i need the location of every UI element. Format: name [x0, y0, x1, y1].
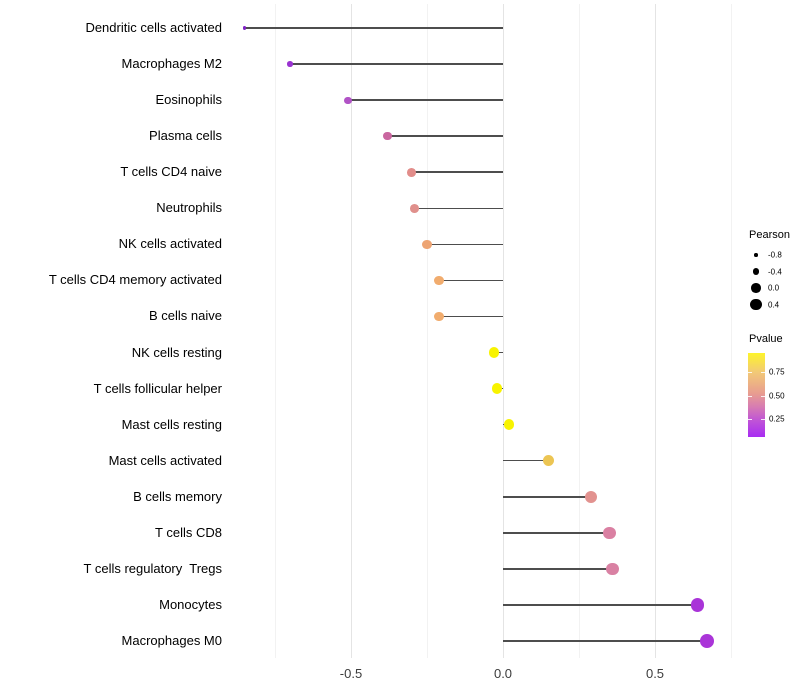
x-tick-label: 0.0 — [493, 666, 513, 681]
lollipop-stem — [503, 604, 698, 606]
gridline-minor — [426, 4, 428, 658]
x-tick-label: -0.5 — [339, 666, 363, 681]
lollipop-dot — [585, 490, 598, 503]
lollipop-dot — [542, 455, 555, 467]
legend-size-dot — [750, 298, 762, 311]
legend-size-label: -0.4 — [768, 267, 782, 276]
colorbar-tick-mark — [748, 372, 752, 373]
lollipop-stem — [503, 459, 549, 462]
colorbar-tick-mark — [761, 419, 765, 420]
legend-size-label: -0.8 — [768, 250, 782, 260]
legend-size-label: 0.0 — [768, 283, 780, 293]
lollipop-stem — [503, 568, 613, 570]
x-tick-label: 0.5 — [645, 666, 665, 681]
lollipop-stem — [439, 279, 503, 282]
category-label: T cells CD8 — [155, 524, 222, 540]
lollipop-dot — [407, 167, 417, 177]
category-label: T cells regulatory Tregs — [83, 560, 222, 576]
colorbar-tick-mark — [761, 372, 765, 373]
lollipop-dot — [422, 239, 432, 249]
category-label: B cells naive — [149, 308, 222, 324]
legend-size-dot — [752, 268, 760, 275]
lollipop-dot — [410, 203, 420, 213]
lollipop-dot — [383, 132, 392, 141]
legend-size-item: -0.4 — [744, 263, 800, 280]
lollipop-stem — [503, 532, 610, 534]
category-label: T cells CD4 naive — [120, 164, 222, 180]
lollipop-dot — [603, 526, 616, 539]
gridline-minor — [274, 4, 276, 658]
category-label: Dendritic cells activated — [85, 20, 222, 35]
category-label: T cells follicular helper — [93, 380, 222, 396]
size-legend-title: Pearson — [749, 229, 790, 241]
legend-size-item: 0.4 — [744, 296, 800, 313]
lollipop-stem — [427, 243, 503, 246]
lollipop-stem — [290, 63, 503, 65]
category-label: T cells CD4 memory activated — [48, 272, 222, 288]
lollipop-dot — [434, 311, 444, 322]
gridline-minor — [578, 4, 580, 658]
pvalue-colorbar — [748, 353, 765, 437]
gridline-minor — [730, 4, 732, 658]
colorbar-tick-mark — [748, 419, 752, 420]
legend-size-label: 0.4 — [768, 300, 780, 309]
lollipop-stem — [503, 640, 707, 642]
legend-size-item: 0.0 — [744, 280, 800, 297]
category-label: Mast cells resting — [121, 416, 222, 432]
category-label: Macrophages M2 — [121, 56, 222, 72]
lollipop-dot — [242, 26, 247, 30]
color-legend-title: Pvalue — [749, 333, 783, 345]
category-label: Neutrophils — [156, 200, 222, 216]
colorbar-tick-mark — [748, 396, 752, 397]
category-label: Eosinophils — [155, 92, 223, 108]
lollipop-stem — [414, 207, 503, 210]
gridline-major — [502, 4, 504, 658]
lollipop-stem — [244, 27, 503, 29]
gridline-major — [654, 4, 656, 658]
lollipop-stem — [411, 171, 503, 173]
category-label: NK cells activated — [118, 236, 222, 252]
category-label: Mast cells activated — [108, 452, 222, 468]
lollipop-dot — [606, 562, 619, 576]
lollipop-dot — [488, 347, 500, 358]
colorbar-tick-mark — [761, 396, 765, 397]
lollipop-dot — [503, 419, 515, 430]
colorbar-tick-label: 0.75 — [769, 367, 785, 377]
colorbar-tick-label: 0.25 — [769, 414, 785, 424]
category-label: Monocytes — [159, 596, 222, 612]
category-label: B cells memory — [133, 488, 222, 504]
lollipop-stem — [387, 135, 503, 137]
lollipop-stem — [503, 496, 592, 498]
lollipop-dot — [434, 275, 444, 286]
category-label: Plasma cells — [149, 128, 222, 144]
lollipop-dot — [699, 634, 714, 648]
lollipop-dot — [287, 61, 293, 67]
lollipop-dot — [491, 383, 503, 394]
legend-size-dot — [754, 253, 758, 257]
lollipop-stem — [347, 99, 503, 101]
gridline-major — [350, 4, 352, 658]
lollipop-dot — [690, 598, 705, 612]
colorbar-tick-label: 0.50 — [769, 391, 785, 401]
legend-size-item: -0.8 — [744, 247, 800, 264]
category-label: Macrophages M0 — [121, 633, 222, 649]
lollipop-dot — [344, 96, 352, 104]
lollipop-stem — [439, 315, 503, 318]
legend-size-dot — [751, 283, 761, 293]
category-label: NK cells resting — [131, 344, 222, 360]
